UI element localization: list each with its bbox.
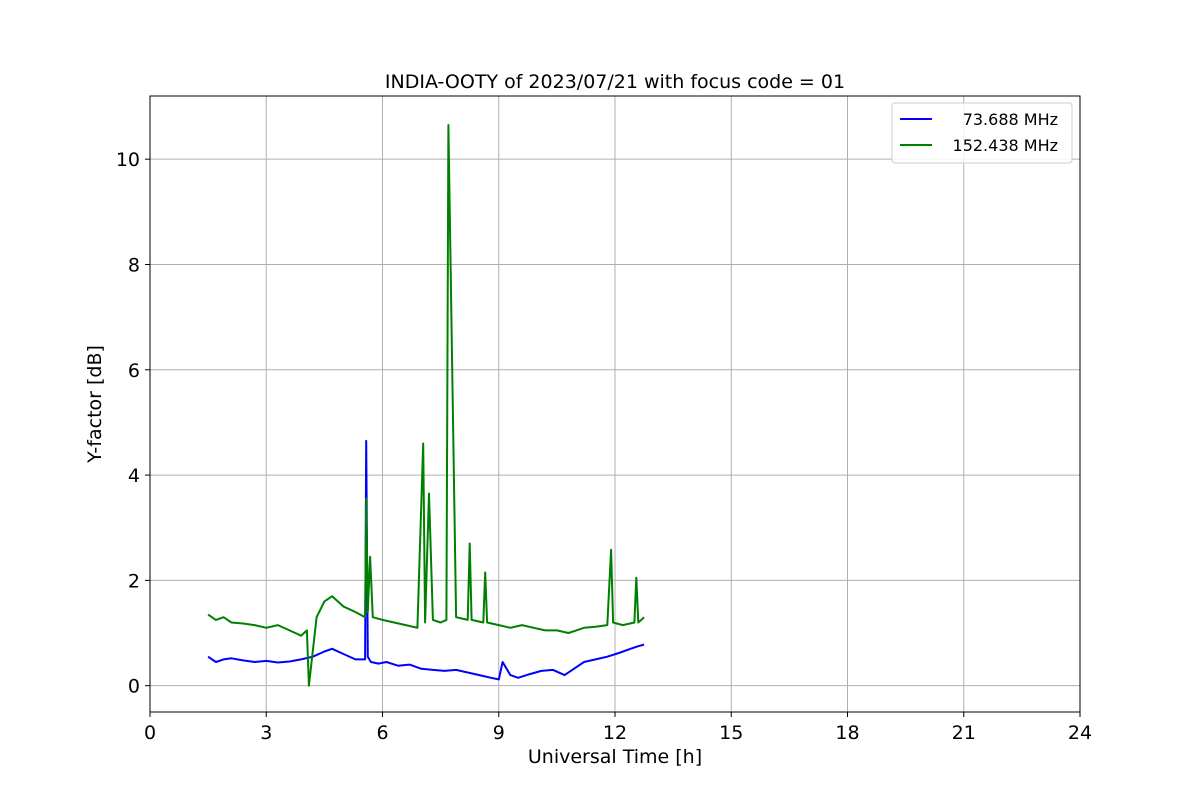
grid-lines (149, 96, 1081, 712)
x-axis-label: Universal Time [h] (528, 746, 702, 768)
y-tick-label: 2 (128, 570, 140, 592)
legend-box (891, 102, 1073, 164)
series-line-2 (207, 124, 645, 687)
legend: 73.688 MHz 152.438 MHz (891, 102, 1073, 164)
x-tick-label: 24 (1068, 722, 1092, 744)
x-tick-label: 0 (144, 722, 156, 744)
series-line-1 (207, 439, 645, 681)
series-layer (207, 124, 645, 687)
x-tick-label: 21 (952, 722, 976, 744)
legend-label: 152.438 MHz (953, 136, 1058, 155)
y-tick-label: 6 (128, 360, 140, 382)
legend-label: 73.688 MHz (963, 110, 1058, 129)
chart-title: INDIA-OOTY of 2023/07/21 with focus code… (385, 71, 845, 93)
x-tick-label: 18 (835, 722, 859, 744)
x-tick-label: 3 (260, 722, 272, 744)
y-axis-ticks: 0 2 4 6 8 10 (116, 149, 150, 698)
x-tick-label: 9 (493, 722, 505, 744)
y-tick-label: 10 (116, 149, 140, 171)
x-tick-label: 6 (376, 722, 388, 744)
y-tick-label: 8 (128, 254, 140, 276)
x-axis-ticks: 0 3 6 9 12 15 18 21 24 (144, 712, 1092, 744)
y-tick-label: 4 (128, 465, 140, 487)
y-axis-label: Y-factor [dB] (84, 345, 106, 464)
x-tick-label: 12 (603, 722, 627, 744)
x-tick-label: 15 (719, 722, 743, 744)
y-tick-label: 0 (128, 676, 140, 698)
